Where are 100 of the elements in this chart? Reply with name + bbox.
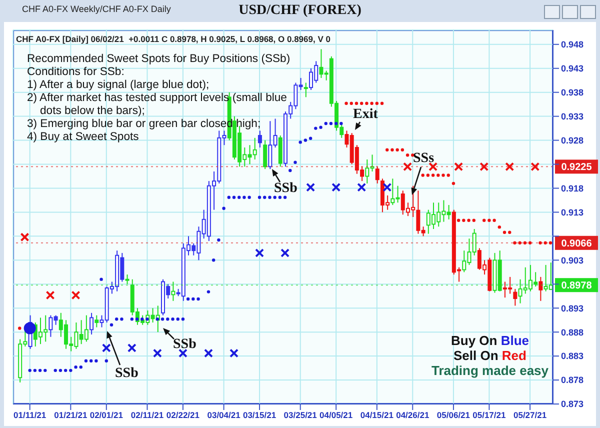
point bbox=[421, 174, 424, 177]
point bbox=[375, 102, 379, 105]
x-tick-label: 05/06/21 bbox=[436, 410, 470, 420]
point bbox=[69, 368, 72, 372]
point bbox=[340, 122, 343, 126]
point bbox=[482, 218, 486, 222]
point bbox=[446, 174, 450, 177]
point bbox=[18, 326, 22, 330]
annotation: SSb bbox=[274, 181, 298, 196]
point bbox=[426, 174, 430, 177]
point bbox=[436, 174, 440, 177]
point bbox=[386, 148, 389, 152]
point bbox=[382, 182, 392, 192]
point bbox=[58, 368, 62, 372]
point bbox=[390, 148, 394, 152]
point bbox=[127, 343, 136, 352]
point bbox=[54, 368, 57, 372]
point bbox=[354, 102, 358, 105]
annotation: Buy On Blue bbox=[450, 333, 529, 348]
point bbox=[152, 348, 162, 358]
point bbox=[538, 241, 542, 244]
point bbox=[431, 174, 435, 177]
point bbox=[100, 278, 103, 281]
point bbox=[306, 182, 316, 192]
point bbox=[135, 318, 139, 321]
point bbox=[248, 196, 251, 199]
x-tick-label: 02/11/21 bbox=[130, 410, 164, 420]
y-tick-label: 0.933 bbox=[561, 112, 584, 122]
point bbox=[530, 162, 540, 172]
y-tick-label: 0.943 bbox=[561, 64, 584, 74]
point bbox=[232, 196, 236, 199]
x-tick-label: 04/05/21 bbox=[320, 410, 353, 420]
point bbox=[452, 182, 456, 186]
x-tick-label: 04/26/21 bbox=[396, 410, 430, 420]
point bbox=[344, 102, 348, 105]
y-tick-label: 0.913 bbox=[561, 207, 584, 218]
annotation: SSb bbox=[115, 366, 138, 382]
point bbox=[28, 368, 32, 372]
candlestick bbox=[258, 130, 262, 148]
point bbox=[498, 225, 502, 229]
point bbox=[222, 206, 226, 210]
point bbox=[44, 368, 47, 372]
point bbox=[238, 196, 241, 199]
point bbox=[332, 182, 341, 192]
point bbox=[370, 102, 374, 105]
point bbox=[176, 318, 180, 321]
annotation: 4) Buy at Sweet Spots bbox=[27, 131, 140, 144]
point bbox=[304, 138, 308, 142]
point bbox=[488, 218, 491, 222]
point bbox=[255, 248, 264, 258]
y-tick-label: 0.938 bbox=[561, 88, 584, 98]
point bbox=[217, 238, 220, 242]
point bbox=[181, 318, 185, 321]
x-tick-label: 01/21/21 bbox=[54, 410, 88, 420]
point bbox=[178, 348, 188, 358]
y-tick-label: 0.883 bbox=[561, 351, 584, 362]
y-tick-label: 0.918 bbox=[561, 183, 584, 194]
y-tick-label: 0.878 bbox=[561, 375, 584, 386]
y-tick-label: 0.948 bbox=[561, 40, 584, 50]
point bbox=[502, 230, 506, 234]
point bbox=[186, 297, 190, 301]
point bbox=[268, 196, 272, 199]
point bbox=[120, 318, 124, 321]
point bbox=[513, 241, 516, 244]
point bbox=[115, 318, 118, 321]
y-tick-label: 0.888 bbox=[561, 327, 584, 338]
x-tick-label: 03/04/21 bbox=[207, 410, 241, 420]
point bbox=[319, 126, 322, 129]
point bbox=[314, 126, 318, 130]
point bbox=[400, 148, 404, 152]
point bbox=[456, 218, 460, 222]
point bbox=[406, 154, 410, 157]
x-tick-label: 04/15/21 bbox=[360, 410, 394, 420]
point bbox=[428, 162, 438, 172]
point bbox=[196, 297, 200, 301]
point bbox=[166, 318, 170, 321]
candlestick bbox=[304, 82, 308, 98]
point bbox=[350, 102, 353, 105]
point bbox=[442, 174, 445, 177]
annotation: 2) After market has tested support levels (small blue dots below the bars); bbox=[27, 92, 288, 118]
point bbox=[462, 218, 466, 222]
annotation: Recommended Sweet Spots for Buy Positions (SSb) bbox=[27, 53, 292, 66]
x-tick-label: 03/15/21 bbox=[242, 410, 276, 420]
annotation: 1) After a buy signal (large blue dot); bbox=[27, 79, 210, 92]
x-tick-label: 03/25/21 bbox=[284, 410, 318, 420]
ref-line-label: 0.9066 bbox=[561, 238, 592, 250]
annotation: Exit bbox=[353, 107, 378, 122]
point bbox=[523, 241, 527, 244]
candlestick bbox=[513, 288, 518, 306]
point bbox=[230, 348, 238, 358]
point bbox=[227, 196, 230, 199]
point bbox=[298, 140, 302, 144]
point bbox=[242, 196, 246, 199]
point bbox=[46, 290, 55, 300]
point bbox=[212, 258, 216, 262]
point bbox=[544, 241, 547, 244]
ref-line-label: 0.9225 bbox=[561, 162, 592, 174]
point bbox=[480, 162, 489, 172]
point bbox=[357, 182, 366, 192]
point bbox=[308, 136, 312, 140]
